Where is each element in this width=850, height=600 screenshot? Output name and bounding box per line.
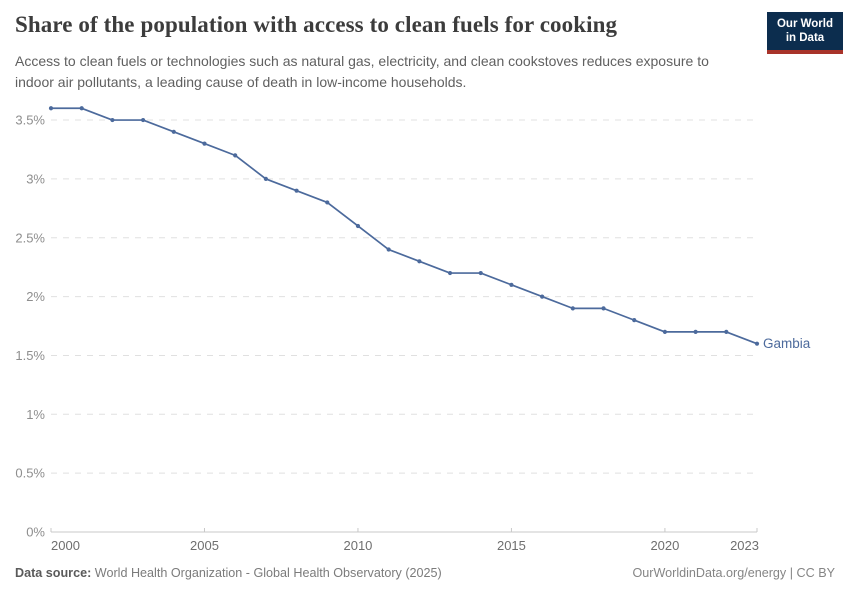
y-tick-label: 3.5% [15, 113, 45, 128]
data-point-marker[interactable] [724, 329, 729, 335]
data-point-marker[interactable] [570, 306, 575, 311]
y-tick-label: 1% [26, 407, 45, 422]
data-point-marker[interactable] [662, 329, 668, 335]
data-point-marker[interactable] [79, 106, 84, 111]
data-source-label: Data source: [15, 566, 92, 580]
data-point-marker[interactable] [447, 270, 453, 276]
owid-logo-line1: Our World [776, 18, 833, 30]
owid-logo-line2: in Data [785, 32, 825, 45]
chart-subtitle: Access to clean fuels or technologies su… [15, 53, 709, 90]
data-point-marker[interactable] [233, 153, 238, 158]
y-tick-label: 2.5% [15, 230, 45, 245]
data-source-value: World Health Organization - Global Healt… [94, 566, 442, 580]
x-tick-label: 2000 [51, 538, 80, 553]
data-point-marker[interactable] [140, 117, 146, 123]
y-tick-label: 0% [26, 525, 45, 540]
data-point-marker[interactable] [202, 141, 207, 146]
x-tick-label: 2010 [343, 538, 372, 553]
y-tick-label: 3% [26, 171, 45, 186]
data-point-marker[interactable] [263, 176, 268, 181]
data-point-marker[interactable] [478, 270, 483, 276]
data-point-marker[interactable] [110, 117, 115, 123]
series-end-label[interactable]: Gambia [763, 336, 811, 351]
data-point-marker[interactable] [693, 329, 698, 335]
data-point-marker[interactable] [171, 129, 176, 134]
data-point-marker[interactable] [48, 106, 54, 111]
line-chart[interactable]: 0% 0.5% 1% 1.5% 2% 2.5% 3% 3.5% 2000 2005 2010 2015… [0, 92, 850, 560]
data-point-marker[interactable] [417, 259, 422, 264]
data-point-marker[interactable] [294, 188, 299, 193]
series-line[interactable] [50, 107, 758, 345]
owid-logo[interactable]: Our World in Data [767, 12, 843, 54]
x-tick-label: 2020 [650, 538, 679, 553]
data-point-marker[interactable] [540, 294, 545, 299]
data-point-marker[interactable] [754, 341, 760, 346]
data-source: Data source: World Health Organization -… [15, 566, 442, 580]
footer-link[interactable]: OurWorldinData.org/energy | CC BY [632, 566, 835, 580]
data-point-marker[interactable] [386, 247, 391, 252]
y-tick-label: 0.5% [15, 466, 45, 481]
x-tick-label: 2015 [497, 538, 526, 553]
data-point-marker[interactable] [632, 318, 637, 323]
y-tick-label: 2% [26, 289, 45, 304]
chart-footer: Data source: World Health Organization -… [15, 566, 835, 580]
data-point-marker[interactable] [509, 282, 514, 287]
data-point-marker[interactable] [325, 200, 330, 205]
data-point-marker[interactable] [601, 306, 606, 311]
y-tick-label: 1.5% [15, 348, 45, 363]
data-point-marker[interactable] [355, 223, 361, 229]
page-title: Share of the population with access to c… [15, 12, 618, 37]
x-tick-label: 2005 [190, 538, 219, 553]
x-tick-label: 2023 [730, 538, 759, 553]
